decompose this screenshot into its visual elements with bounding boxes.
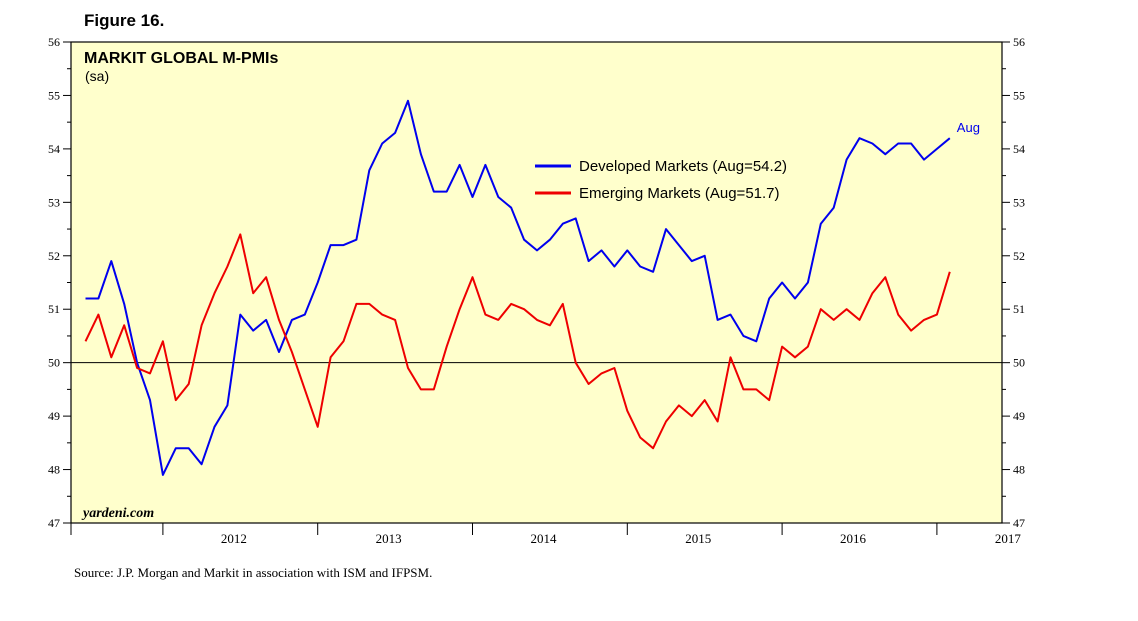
legend: Developed Markets (Aug=54.2) Emerging Mar… <box>535 158 787 202</box>
watermark: yardeni.com <box>81 506 154 521</box>
y-tick-label-left: 51 <box>48 302 60 316</box>
y-tick-label-right: 53 <box>1013 195 1025 209</box>
figure-label: Figure 16. <box>84 11 165 30</box>
end-annotation: Aug <box>957 120 980 135</box>
y-tick-label-left: 55 <box>48 88 60 102</box>
legend-label-emerging: Emerging Markets (Aug=51.7) <box>579 185 780 202</box>
y-tick-label-right: 47 <box>1013 516 1025 530</box>
y-tick-label-right: 52 <box>1013 249 1025 263</box>
x-tick-label: 2017 <box>995 531 1022 546</box>
x-tick-label: 2015 <box>685 531 711 546</box>
chart-title: MARKIT GLOBAL M-PMIs <box>84 50 278 67</box>
y-tick-label-right: 54 <box>1013 142 1025 156</box>
y-tick-label-left: 52 <box>48 249 60 263</box>
plot-background <box>71 42 1002 523</box>
x-tick-label: 2014 <box>530 531 557 546</box>
y-tick-label-left: 48 <box>48 463 60 477</box>
x-tick-label: 2016 <box>840 531 867 546</box>
y-tick-label-right: 50 <box>1013 356 1025 370</box>
y-tick-label-left: 56 <box>48 35 60 49</box>
series-line-developed <box>85 99 951 476</box>
y-tick-label-left: 50 <box>48 356 60 370</box>
y-tick-label-right: 48 <box>1013 463 1025 477</box>
y-tick-label-left: 47 <box>48 516 60 530</box>
y-tick-label-right: 51 <box>1013 302 1025 316</box>
y-tick-label-left: 49 <box>48 409 60 423</box>
chart-subtitle: (sa) <box>85 68 109 84</box>
x-tick-label: 2013 <box>376 531 402 546</box>
y-tick-label-right: 56 <box>1013 35 1025 49</box>
series-line-emerging <box>84 233 951 450</box>
y-tick-label-right: 55 <box>1013 88 1025 102</box>
y-tick-label-left: 53 <box>48 195 60 209</box>
legend-label-developed: Developed Markets (Aug=54.2) <box>579 158 787 175</box>
series-layer <box>84 99 951 476</box>
x-tick-label: 2012 <box>221 531 247 546</box>
y-tick-label-left: 54 <box>48 142 60 156</box>
axis-layer: 47 47 48 48 49 49 50 50 51 51 52 52 53 53 54 54 55 55 56 56… <box>48 35 1025 546</box>
y-tick-label-right: 49 <box>1013 409 1025 423</box>
source-note: Source: J.P. Morgan and Markit in associ… <box>74 565 433 580</box>
